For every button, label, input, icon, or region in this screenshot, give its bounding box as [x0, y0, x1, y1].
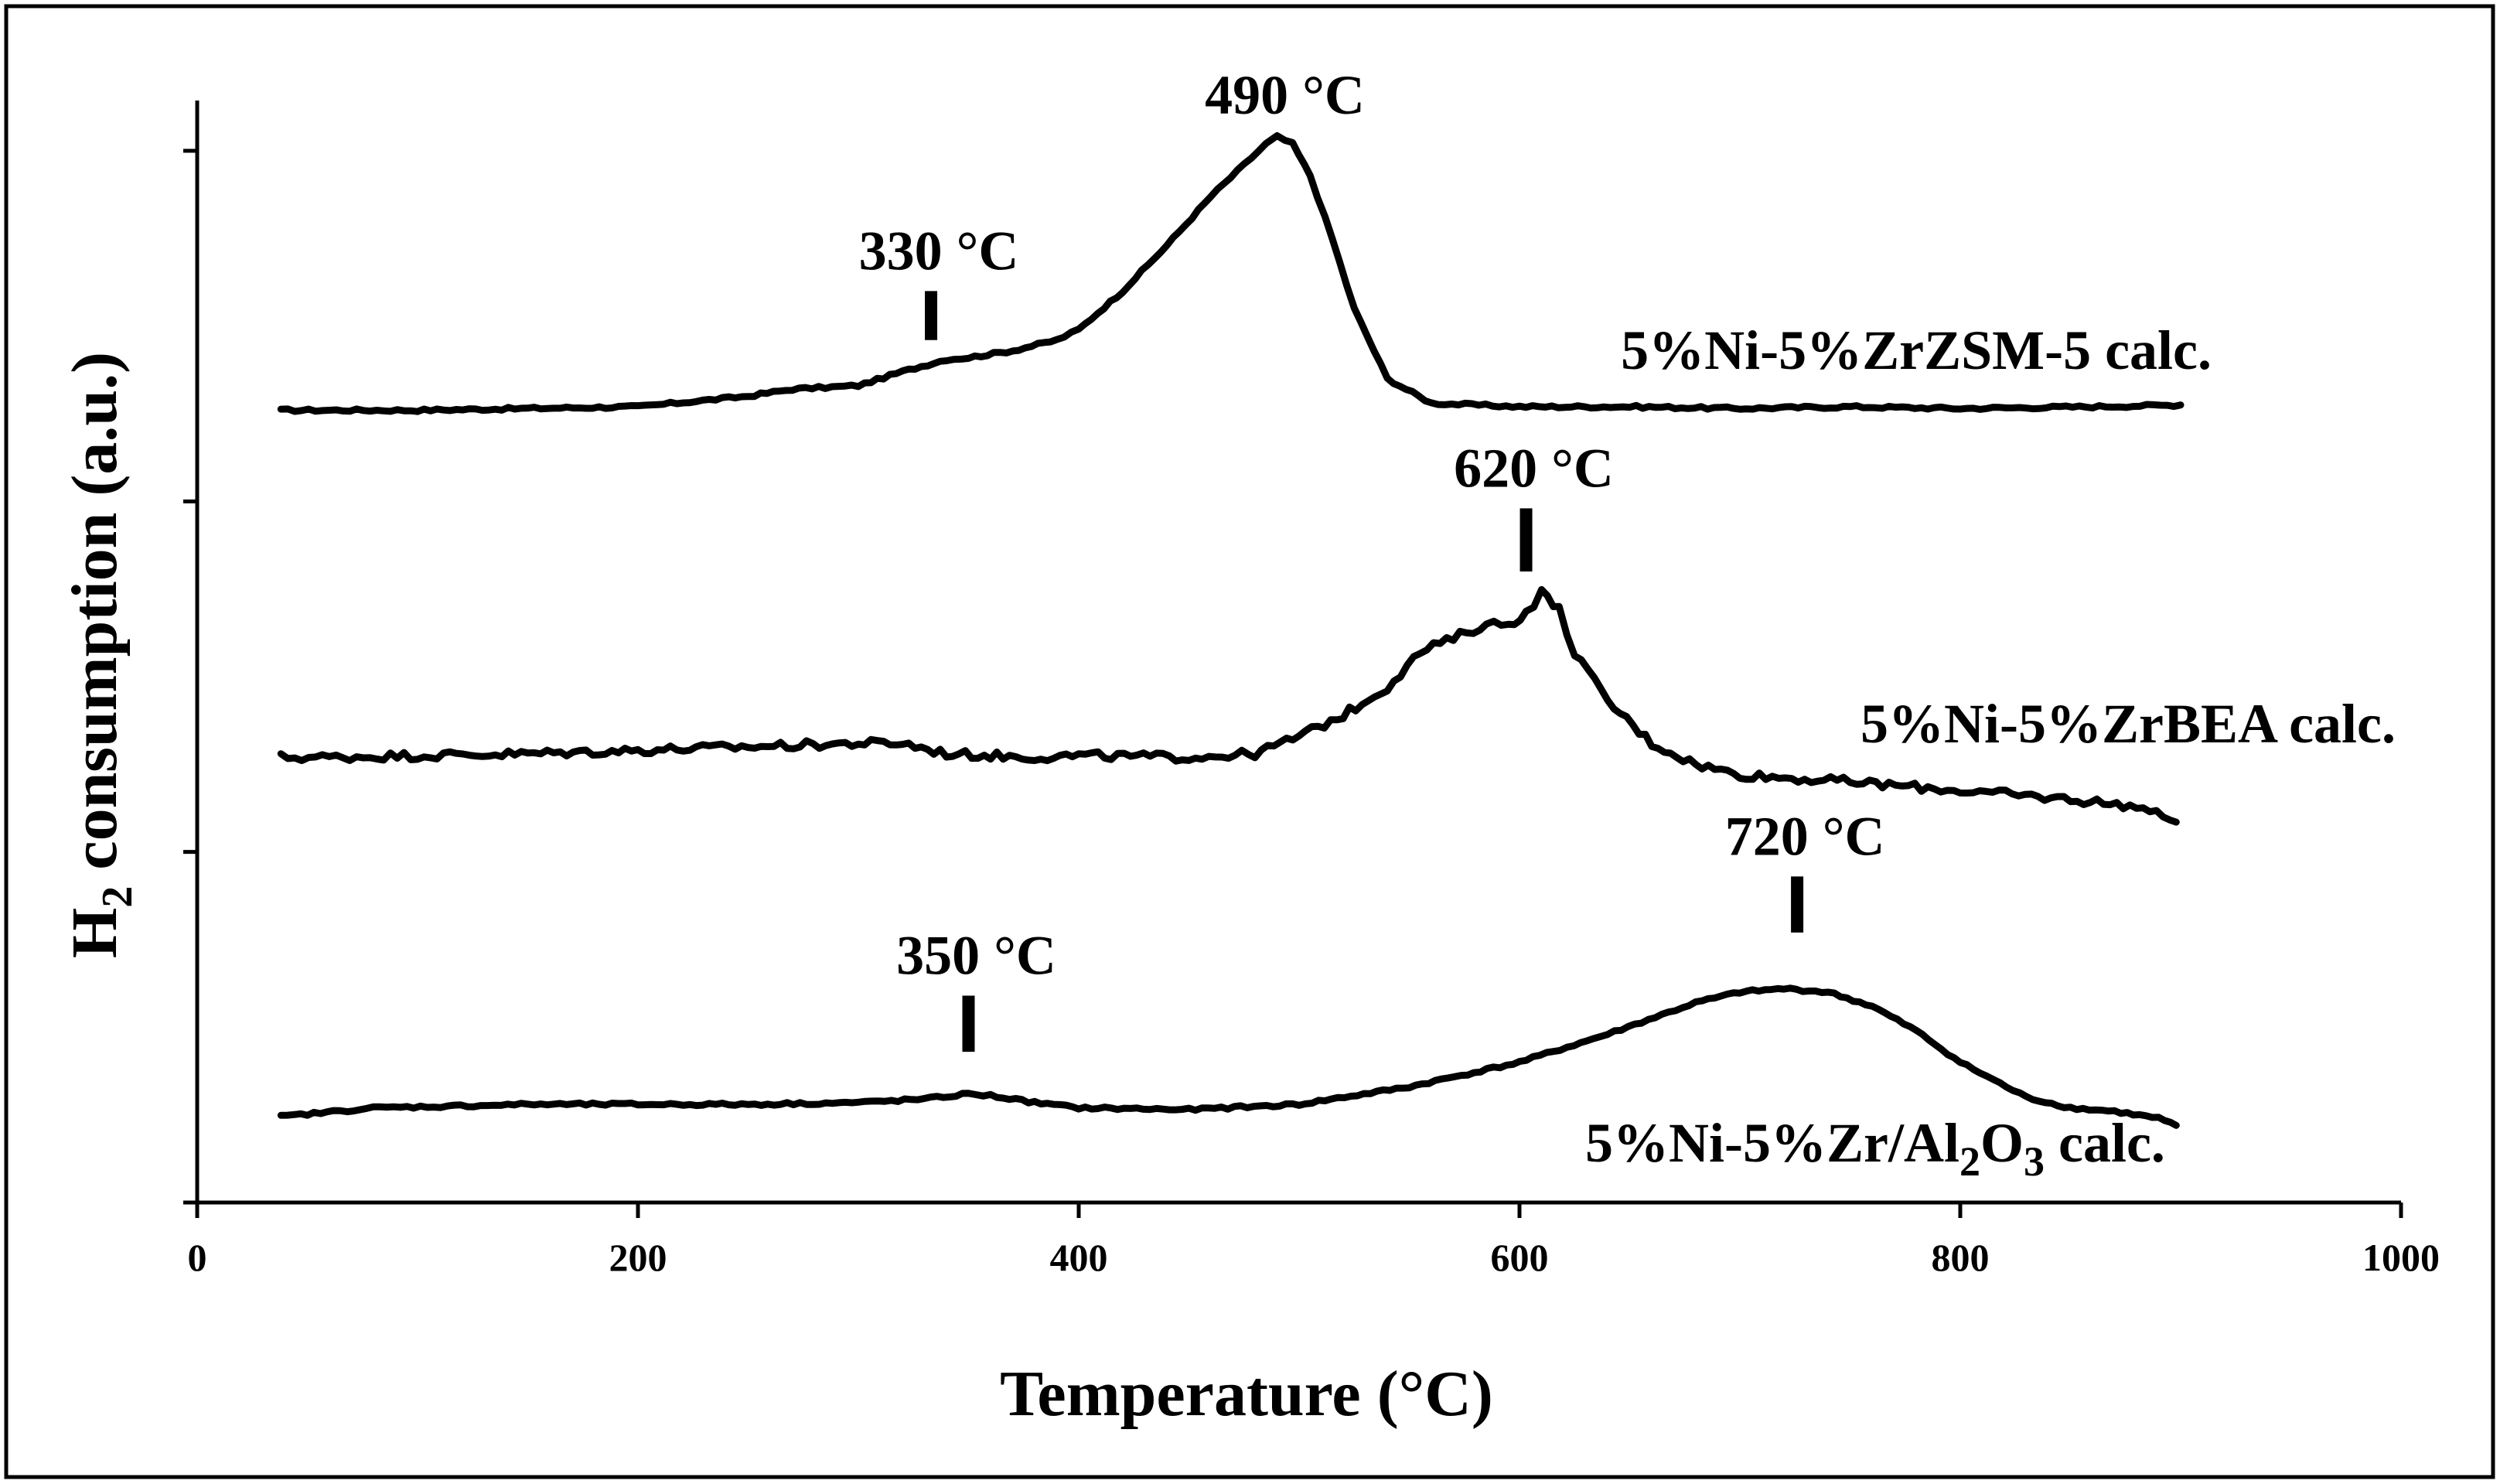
series-label-alumina: 5%Ni-5%Zr/Al2O3 calc. [1585, 1112, 2165, 1185]
series-line-bea [277, 585, 2180, 826]
series-label-bea-text: 5%Ni-5%ZrBEA calc. [1861, 693, 2396, 755]
x-tick-label: 800 [1932, 1236, 1990, 1279]
series-line-zsm5 [277, 132, 2185, 415]
y-axis-title-main: H [59, 908, 131, 958]
series-label-alumina-sub2: 3 [2024, 1138, 2045, 1185]
y-axis-title: H2 consumption (a.u.) [59, 352, 142, 958]
x-axis-title: Temperature (°C) [1000, 1358, 1493, 1430]
peak-label: 490 °C [1205, 64, 1365, 126]
x-tick-label: 1000 [2362, 1236, 2440, 1279]
peak-label: 720 °C [1725, 805, 1885, 867]
series-label-alumina-mid: O [1980, 1112, 2024, 1174]
axes: 0 200 400 600 800 1000 [183, 101, 2440, 1279]
y-axis-title-rest: consumption (a.u.) [59, 352, 131, 886]
annotations: 490 °C 330 °C 620 °C 350 °C 720 °C [859, 64, 1885, 1052]
figure-frame [4, 4, 2495, 1479]
peak-label: 620 °C [1454, 437, 1614, 499]
x-tick-label: 0 [188, 1236, 207, 1279]
series-label-alumina-post: calc. [2045, 1112, 2165, 1174]
series-label-zsm5: 5%Ni-5%ZrZSM-5 calc. [1621, 319, 2212, 381]
x-tick-label: 200 [609, 1236, 667, 1279]
series-label-bea: 5%Ni-5%ZrBEA calc. [1861, 693, 2396, 755]
series-label-alumina-pre: 5%Ni-5%Zr/Al [1585, 1112, 1959, 1174]
series-label-zsm5-text: 5%Ni-5%ZrZSM-5 calc. [1621, 319, 2212, 381]
x-tick-label: 400 [1050, 1236, 1108, 1279]
peak-label: 350 °C [896, 925, 1056, 987]
series-group [277, 132, 2185, 1129]
peak-label: 330 °C [859, 220, 1019, 281]
x-tick-label: 600 [1491, 1236, 1549, 1279]
series-line-alumina [277, 984, 2180, 1129]
y-axis-title-subscript: 2 [94, 886, 142, 908]
series-label-alumina-sub1: 2 [1959, 1138, 1980, 1185]
